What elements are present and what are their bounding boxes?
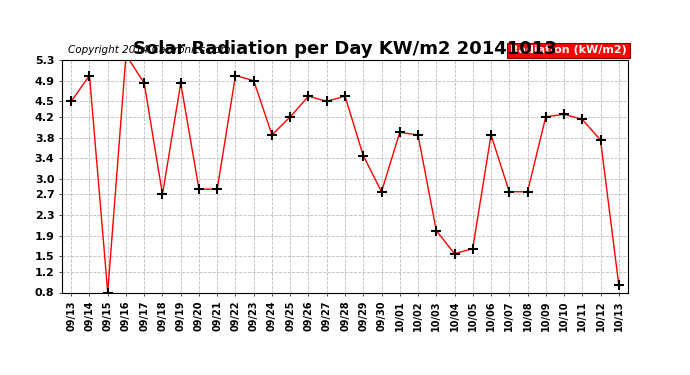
Text: Copyright 2014 Cartronics.com: Copyright 2014 Cartronics.com [68, 45, 230, 56]
Title: Solar Radiation per Day KW/m2 20141013: Solar Radiation per Day KW/m2 20141013 [133, 40, 557, 58]
Text: Radiation (kW/m2): Radiation (kW/m2) [510, 45, 627, 56]
